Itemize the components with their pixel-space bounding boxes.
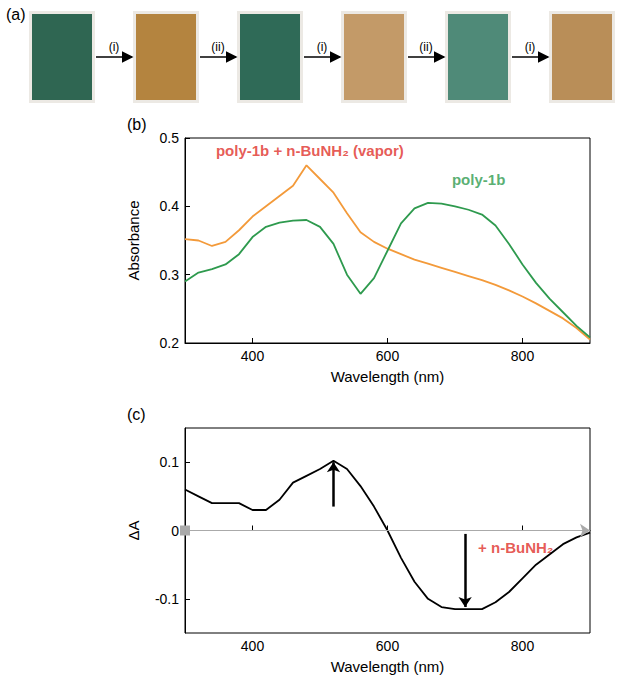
svg-text:(i): (i) xyxy=(317,40,328,54)
svg-text:800: 800 xyxy=(511,348,535,364)
svg-text:(a): (a) xyxy=(6,6,26,23)
svg-text:0.1: 0.1 xyxy=(160,454,180,470)
svg-text:Wavelength (nm): Wavelength (nm) xyxy=(331,658,445,675)
svg-text:400: 400 xyxy=(241,348,265,364)
svg-text:Absorbance: Absorbance xyxy=(125,200,142,280)
svg-text:-0.1: -0.1 xyxy=(155,591,179,607)
svg-text:0.5: 0.5 xyxy=(160,130,180,146)
svg-text:600: 600 xyxy=(376,348,400,364)
svg-text:(i): (i) xyxy=(525,40,536,54)
svg-text:(c): (c) xyxy=(127,406,146,423)
svg-text:0.4: 0.4 xyxy=(160,198,180,214)
svg-text:0.2: 0.2 xyxy=(160,335,180,351)
svg-text:(ii): (ii) xyxy=(419,40,432,54)
svg-text:(i): (i) xyxy=(109,40,120,54)
svg-text:0: 0 xyxy=(171,523,179,539)
svg-text:800: 800 xyxy=(511,638,535,654)
svg-text:poly-1b + n-BuNH₂ (vapor): poly-1b + n-BuNH₂ (vapor) xyxy=(216,142,404,159)
svg-text:(b): (b) xyxy=(127,116,147,133)
svg-text:Wavelength (nm): Wavelength (nm) xyxy=(331,368,445,385)
svg-text:(ii): (ii) xyxy=(211,40,224,54)
svg-text:400: 400 xyxy=(241,638,265,654)
svg-text:0.3: 0.3 xyxy=(160,267,180,283)
svg-text:poly-1b: poly-1b xyxy=(452,171,505,188)
svg-text:ΔA: ΔA xyxy=(125,520,142,540)
svg-text:600: 600 xyxy=(376,638,400,654)
svg-text:+ n-BuNH₂: + n-BuNH₂ xyxy=(478,539,553,556)
